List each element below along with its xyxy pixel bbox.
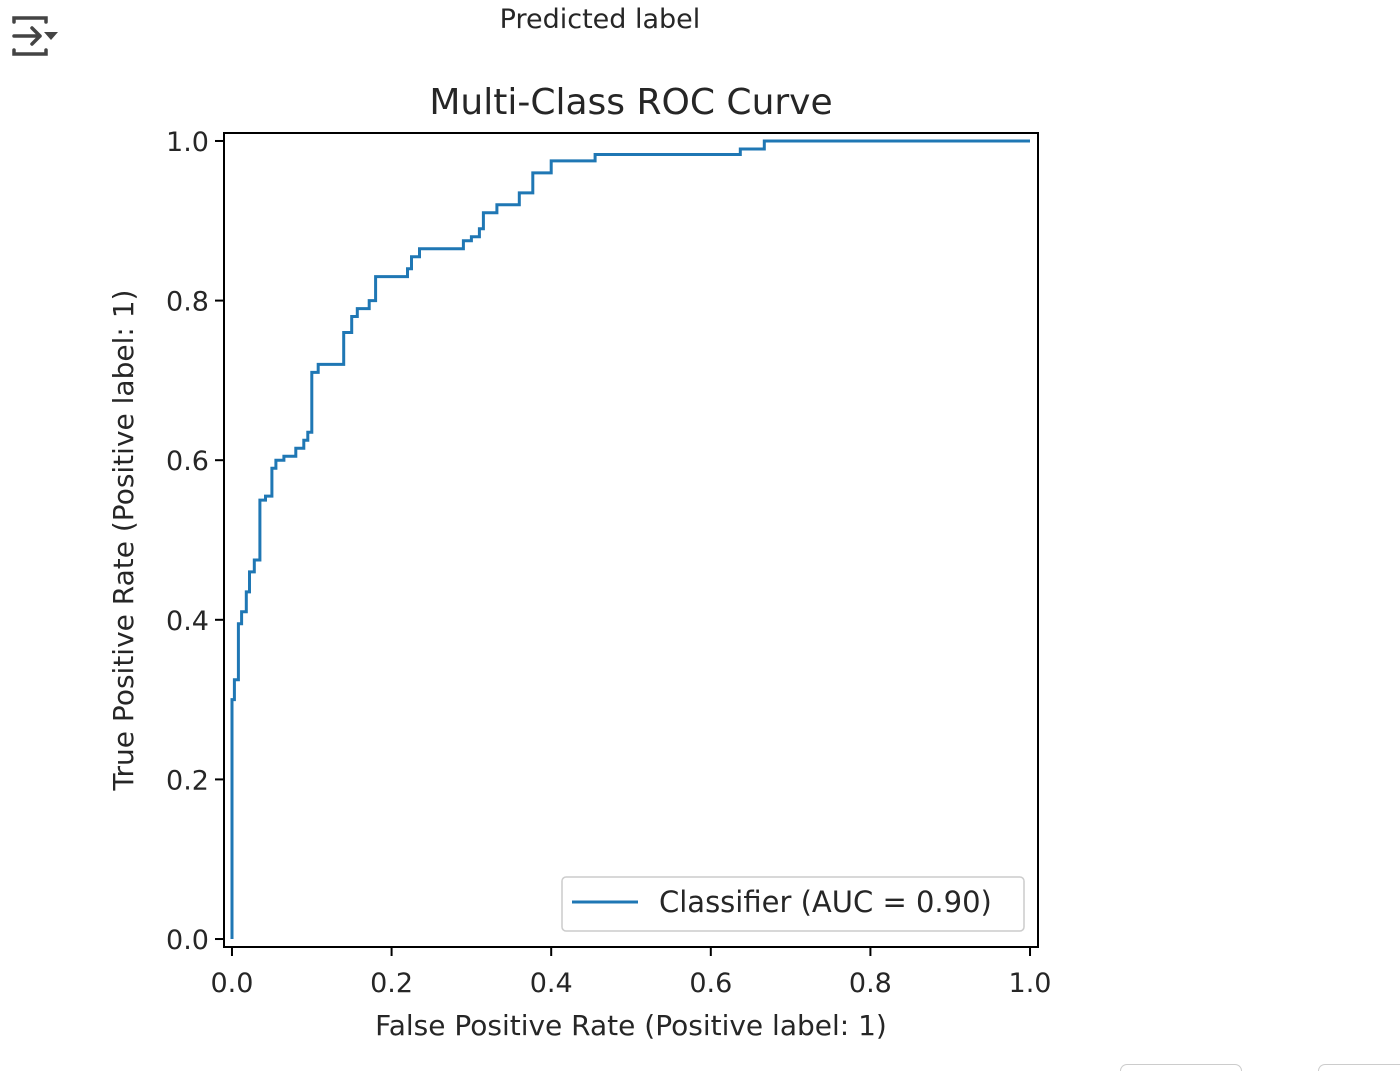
x-tick-label: 0.4: [530, 968, 573, 999]
x-tick-label: 0.8: [849, 968, 892, 999]
x-tick-label: 0.6: [689, 968, 732, 999]
y-tick-label: 1.0: [166, 127, 209, 158]
y-tick-label: 0.4: [166, 606, 209, 637]
roc-curve-line: [230, 139, 1030, 939]
y-tick-label: 0.8: [166, 287, 209, 318]
x-axis-label: False Positive Rate (Positive label: 1): [375, 1009, 887, 1042]
chart-title: Multi-Class ROC Curve: [429, 82, 832, 123]
y-tick-label: 0.6: [166, 446, 209, 477]
x-tick-label: 0.2: [370, 968, 413, 999]
y-tick-label: 0.0: [166, 925, 209, 956]
axes-frame: [223, 132, 1039, 948]
partial-button-left: [1120, 1064, 1242, 1071]
y-axis-label: True Positive Rate (Positive label: 1): [107, 290, 140, 792]
output-collapse-icon[interactable]: [10, 14, 62, 58]
legend-entry-label: Classifier (AUC = 0.90): [659, 885, 992, 919]
x-tick-label: 1.0: [1009, 968, 1052, 999]
x-tick-label: 0.0: [211, 968, 254, 999]
partial-button-right: [1318, 1064, 1400, 1071]
legend-box: [561, 876, 1025, 932]
previous-figure-caption: Predicted label: [499, 4, 701, 35]
y-tick-label: 0.2: [166, 765, 209, 796]
